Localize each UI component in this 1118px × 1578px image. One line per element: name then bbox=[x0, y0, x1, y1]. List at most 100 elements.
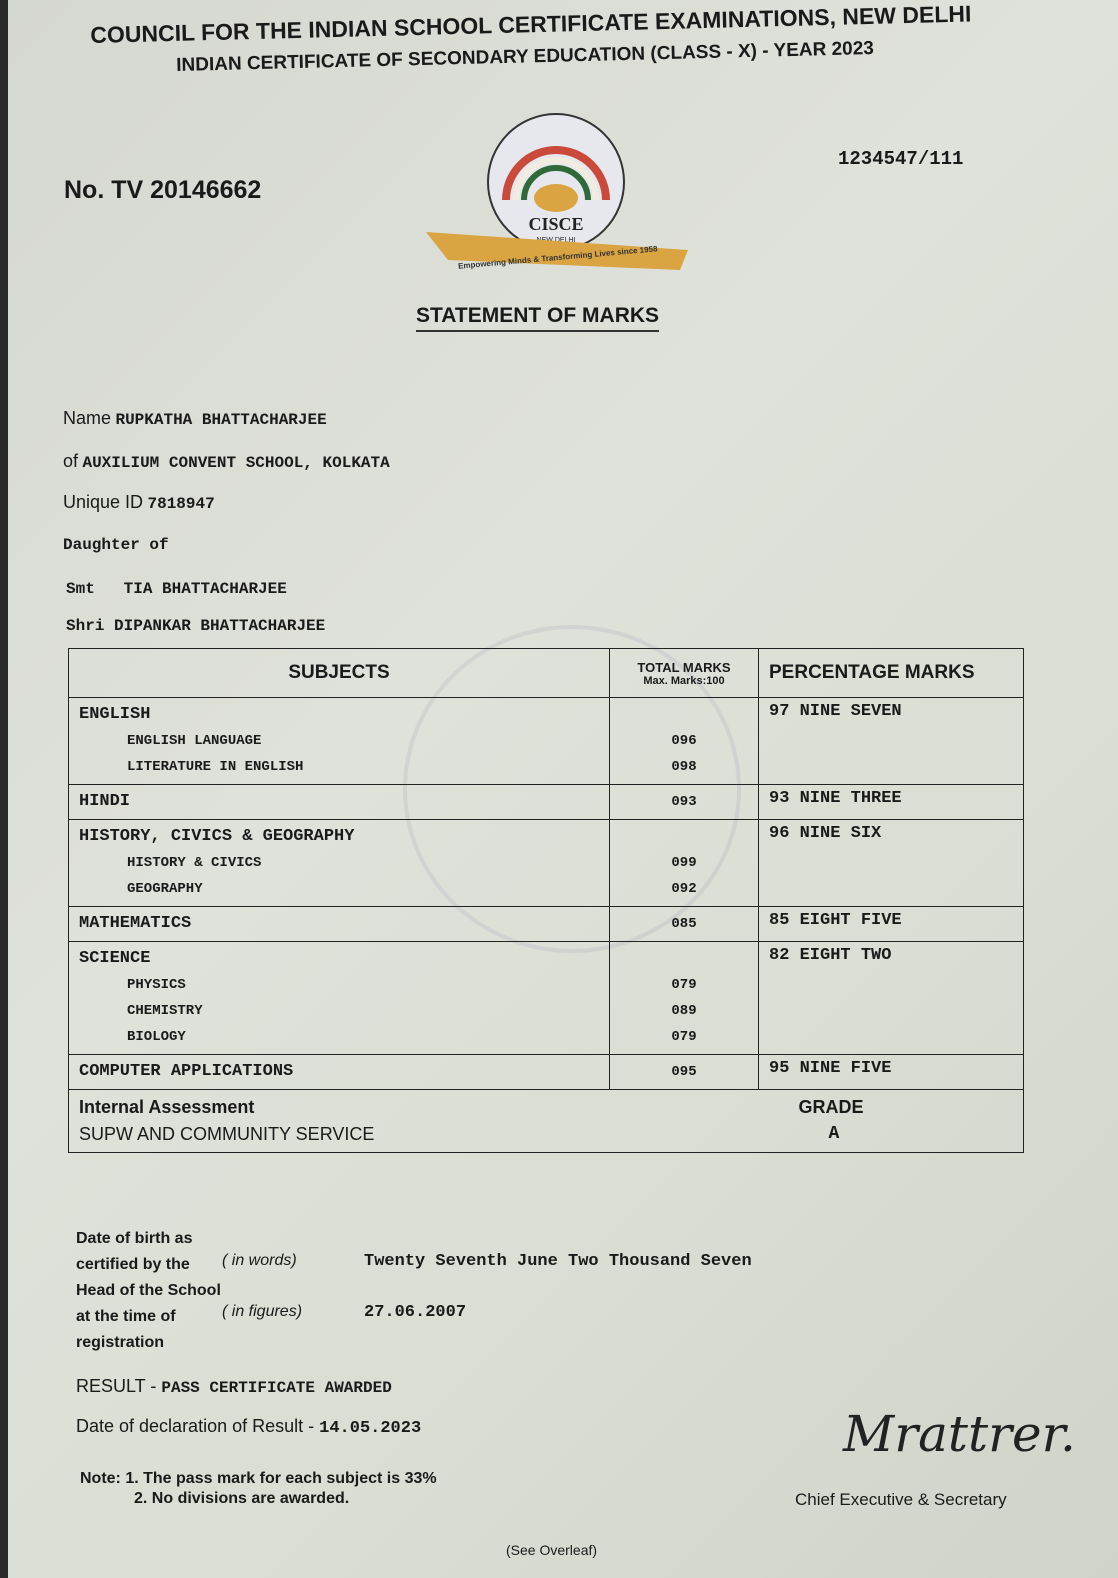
marks-cell: 093 bbox=[609, 784, 759, 820]
internal-item: SUPW AND COMMUNITY SERVICE bbox=[79, 1124, 375, 1144]
mother-label: Smt bbox=[66, 580, 95, 598]
dob-l3: Head of the School bbox=[76, 1282, 221, 1299]
subject-name: ENGLISH bbox=[79, 705, 151, 724]
relation: Daughter of bbox=[63, 536, 169, 554]
percentage-cell: 97 NINE SEVEN bbox=[758, 697, 1024, 785]
table-row: HISTORY, CIVICS & GEOGRAPHY HISTORY & CIV… bbox=[68, 819, 1024, 907]
internal-assessment-row: Internal Assessment SUPW AND COMMUNITY SE… bbox=[68, 1089, 1024, 1153]
marks-cell: 085 bbox=[609, 906, 759, 942]
subject-name: SCIENCE bbox=[79, 949, 151, 968]
subject-part: GEOGRAPHY bbox=[127, 881, 203, 897]
table-row: COMPUTER APPLICATIONS 095 95 NINE FIVE bbox=[68, 1054, 1024, 1090]
percentage-value: 95 NINE FIVE bbox=[769, 1059, 892, 1078]
internal-label: Internal Assessment bbox=[79, 1097, 255, 1117]
dob-l5: registration bbox=[76, 1334, 165, 1351]
subject-cell: HISTORY, CIVICS & GEOGRAPHY HISTORY & CIV… bbox=[68, 819, 610, 907]
cisce-logo: CISCE NEW DELHI Empowering Minds & Trans… bbox=[418, 110, 708, 290]
mother-name: TIA BHATTACHARJEE bbox=[123, 580, 287, 598]
declaration-date: 14.05.2023 bbox=[319, 1419, 422, 1438]
percentage-value: 82 EIGHT TWO bbox=[769, 946, 892, 965]
subject-marks: 093 bbox=[671, 794, 697, 810]
note-2: 2. No divisions are awarded. bbox=[134, 1490, 350, 1507]
signatory-title: Chief Executive & Secretary bbox=[795, 1490, 1007, 1509]
subject-part: HISTORY & CIVICS bbox=[127, 855, 262, 871]
svg-text:CISCE: CISCE bbox=[528, 214, 583, 234]
school-label: of bbox=[63, 451, 79, 471]
part-marks: 092 bbox=[671, 881, 697, 897]
header-subjects: SUBJECTS bbox=[68, 648, 610, 698]
dob-l2: certified by the bbox=[76, 1256, 190, 1273]
subject-cell: MATHEMATICS bbox=[68, 906, 610, 942]
percentage-cell: 85 EIGHT FIVE bbox=[758, 906, 1024, 942]
note-label: Note: bbox=[80, 1470, 121, 1487]
percentage-value: 96 NINE SIX bbox=[769, 824, 882, 843]
father-name: DIPANKAR BHATTACHARJEE bbox=[114, 617, 326, 635]
see-overleaf: (See Overleaf) bbox=[506, 1542, 598, 1558]
table-row: MATHEMATICS 085 85 EIGHT FIVE bbox=[68, 906, 1024, 942]
name-label: Name bbox=[63, 408, 112, 428]
document-title: STATEMENT OF MARKS bbox=[416, 304, 660, 332]
percentage-cell: 95 NINE FIVE bbox=[758, 1054, 1024, 1090]
subject-name: HISTORY, CIVICS & GEOGRAPHY bbox=[79, 827, 355, 846]
grade-cell: GRADE A bbox=[758, 1089, 1024, 1153]
percentage-value: 97 NINE SEVEN bbox=[769, 702, 902, 721]
subject-name: HINDI bbox=[79, 792, 131, 811]
student-name-line: Name RUPKATHA BHATTACHARJEE bbox=[63, 408, 327, 429]
subject-marks: 085 bbox=[671, 916, 697, 932]
notes: Note: 1. The pass mark for each subject … bbox=[80, 1469, 437, 1509]
in-words-label: ( in words) bbox=[222, 1252, 297, 1269]
percentage-cell: 82 EIGHT TWO bbox=[758, 941, 1024, 1055]
signature: Mrattrer. bbox=[843, 1405, 1076, 1463]
part-marks: 098 bbox=[671, 759, 697, 775]
subject-marks: 095 bbox=[671, 1064, 697, 1080]
table-header: SUBJECTS TOTAL MARKS Max. Marks:100 PERCE… bbox=[68, 648, 1024, 698]
grade-value: A bbox=[828, 1124, 840, 1144]
header-total: TOTAL MARKS Max. Marks:100 bbox=[609, 648, 759, 698]
dob-figures: 27.06.2007 bbox=[364, 1303, 467, 1322]
table-row: SCIENCE PHYSICS CHEMISTRY BIOLOGY 079 089 079… bbox=[68, 941, 1024, 1055]
max-marks-label: Max. Marks:100 bbox=[643, 674, 725, 687]
subject-cell: COMPUTER APPLICATIONS bbox=[68, 1054, 610, 1090]
svg-text:NEW DELHI: NEW DELHI bbox=[537, 237, 576, 244]
uid-label: Unique ID bbox=[63, 492, 144, 512]
subject-part: ENGLISH LANGUAGE bbox=[127, 733, 262, 749]
subject-part: CHEMISTRY bbox=[127, 1003, 203, 1019]
percentage-cell: 93 NINE THREE bbox=[758, 784, 1024, 820]
percentage-cell: 96 NINE SIX bbox=[758, 819, 1024, 907]
subject-cell: SCIENCE PHYSICS CHEMISTRY BIOLOGY bbox=[68, 941, 610, 1055]
subject-part: LITERATURE IN ENGLISH bbox=[127, 759, 304, 775]
uid-line: Unique ID 7818947 bbox=[63, 492, 215, 513]
total-marks-label: TOTAL MARKS bbox=[637, 659, 731, 675]
subject-part: BIOLOGY bbox=[127, 1029, 186, 1045]
subject-cell: HINDI bbox=[68, 784, 610, 820]
internal-assessment: Internal Assessment SUPW AND COMMUNITY SE… bbox=[68, 1089, 759, 1153]
subject-cell: ENGLISH ENGLISH LANGUAGE LITERATURE IN ENG… bbox=[68, 697, 610, 785]
part-marks: 096 bbox=[671, 733, 697, 749]
part-marks: 099 bbox=[671, 855, 697, 871]
marks-table: SUBJECTS TOTAL MARKS Max. Marks:100 PERCE… bbox=[68, 648, 1024, 1153]
dob-l1: Date of birth as bbox=[76, 1230, 193, 1247]
result-line: RESULT - PASS CERTIFICATE AWARDED bbox=[76, 1376, 392, 1397]
school-name: AUXILIUM CONVENT SCHOOL, KOLKATA bbox=[82, 454, 390, 472]
grade-label: GRADE bbox=[798, 1097, 864, 1117]
dob-label: Date of birth as certified by the Head o… bbox=[76, 1226, 221, 1356]
part-marks: 079 bbox=[671, 977, 697, 993]
percentage-value: 85 EIGHT FIVE bbox=[769, 911, 902, 930]
unique-id: 7818947 bbox=[147, 495, 215, 513]
marks-cell: 099 092 bbox=[609, 819, 759, 907]
table-row: HINDI 093 93 NINE THREE bbox=[68, 784, 1024, 820]
marks-cell: 095 bbox=[609, 1054, 759, 1090]
part-marks: 079 bbox=[671, 1029, 697, 1045]
father-line: Shri DIPANKAR BHATTACHARJEE bbox=[66, 617, 325, 635]
result-value: PASS CERTIFICATE AWARDED bbox=[161, 1379, 392, 1397]
school-line: of AUXILIUM CONVENT SCHOOL, KOLKATA bbox=[63, 451, 390, 472]
marks-statement: COUNCIL FOR THE INDIAN SCHOOL CERTIFICAT… bbox=[8, 0, 1118, 1578]
subject-name: COMPUTER APPLICATIONS bbox=[79, 1062, 294, 1081]
marks-cell: 096 098 bbox=[609, 697, 759, 785]
certificate-number: No. TV 20146662 bbox=[64, 176, 262, 204]
marks-cell: 079 089 079 bbox=[609, 941, 759, 1055]
serial-number: 1234547/111 bbox=[838, 148, 964, 170]
subject-part: PHYSICS bbox=[127, 977, 186, 993]
student-name: RUPKATHA BHATTACHARJEE bbox=[115, 411, 327, 429]
percentage-value: 93 NINE THREE bbox=[769, 789, 902, 808]
